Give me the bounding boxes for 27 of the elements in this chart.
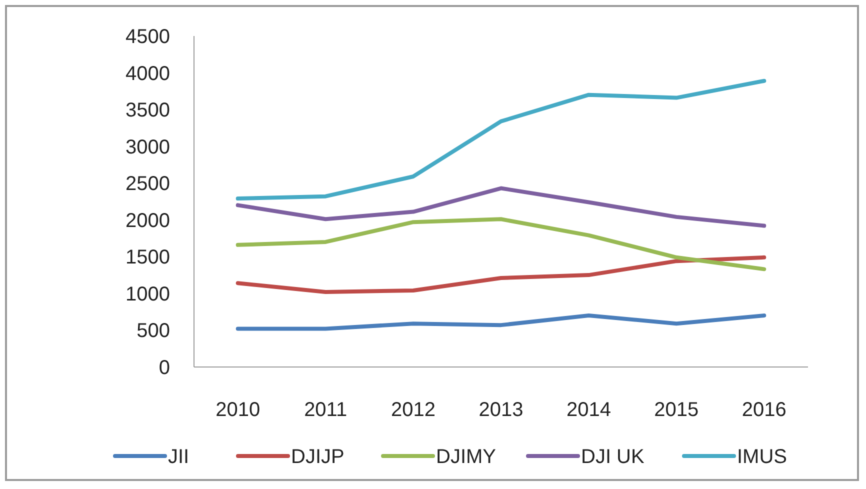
y-tick-label: 0 <box>158 357 170 379</box>
x-tick-label: 2014 <box>566 399 611 421</box>
y-tick-label: 3000 <box>126 136 170 158</box>
line-series <box>236 186 766 228</box>
x-tick-label: 2016 <box>742 399 786 421</box>
y-tick-label: 2000 <box>126 210 170 232</box>
y-tick-label: 500 <box>136 320 170 342</box>
legend-label: IMUS <box>737 446 787 468</box>
y-tick-label: 3500 <box>126 100 170 122</box>
x-tick-label: 2010 <box>216 399 260 421</box>
line-series <box>236 217 766 272</box>
legend-label: JII <box>168 446 190 468</box>
y-tick-label: 1000 <box>126 283 170 306</box>
legend-label: DJIJP <box>291 446 344 468</box>
y-tick-label: 1500 <box>126 246 170 269</box>
x-tick-label: 2015 <box>654 399 699 421</box>
legend-label: DJIMY <box>436 446 496 468</box>
y-tick-label: 4000 <box>126 62 170 85</box>
legend-label: DJI UK <box>581 446 645 468</box>
x-tick-label: 2011 <box>304 399 348 421</box>
x-tick-label: 2012 <box>391 399 436 421</box>
line-series <box>236 314 766 331</box>
line-series <box>236 78 766 201</box>
y-tick-label: 4500 <box>126 26 170 48</box>
x-tick-label: 2013 <box>478 399 524 421</box>
y-tick-label: 2500 <box>126 173 170 196</box>
line-series <box>236 255 766 294</box>
